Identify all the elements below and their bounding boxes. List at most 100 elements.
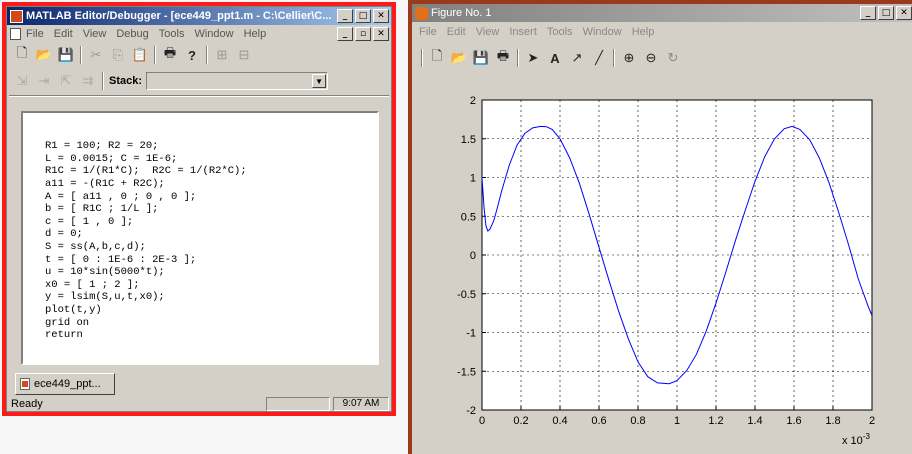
code-line: R1C = 1/(R1*C); R2C = 1/(R2*C); (45, 165, 247, 178)
doc-close-button[interactable]: ✕ (373, 27, 389, 41)
save-icon[interactable]: 💾 (57, 47, 75, 62)
help-icon[interactable]: ? (188, 47, 196, 63)
toolbar-separator (613, 49, 615, 67)
menu-debug[interactable]: Debug (116, 28, 149, 40)
set-breakpoint-icon[interactable]: ⊞ (216, 47, 228, 62)
document-tab[interactable]: ece449_ppt... (15, 373, 115, 395)
code-line: c = [ 1 , 0 ]; (45, 215, 134, 228)
insert-text-icon[interactable]: A (550, 50, 560, 66)
document-icon (10, 28, 21, 40)
code-line: plot(t,y) (45, 303, 102, 316)
menu-tools[interactable]: Tools (158, 28, 185, 40)
status-clock: 9:07 AM (333, 397, 389, 411)
menu-window[interactable]: Window (582, 26, 622, 38)
step-out-icon[interactable]: ⇱ (60, 73, 72, 88)
close-button[interactable]: ✕ (373, 9, 389, 23)
open-folder-icon[interactable]: 📂 (450, 50, 468, 65)
plot-axes-box (481, 99, 873, 411)
zoom-out-icon[interactable]: ⊖ (645, 50, 657, 65)
y-tick-label: -0.5 (457, 289, 476, 301)
x-tick-label: 0.4 (552, 415, 567, 427)
code-line: A = [ a11 , 0 ; 0 , 0 ]; (45, 190, 197, 203)
menu-help[interactable]: Help (631, 26, 655, 38)
editor-titlebar[interactable]: MATLAB Editor/Debugger - [ece449_ppt1.m … (7, 7, 391, 25)
menu-window[interactable]: Window (194, 28, 234, 40)
open-folder-icon[interactable]: 📂 (35, 47, 53, 62)
y-tick-label: 1 (470, 173, 476, 185)
editor-title: MATLAB Editor/Debugger - [ece449_ppt1.m … (26, 10, 332, 22)
stack-dropdown[interactable]: ▼ (146, 72, 329, 90)
code-line: b = [ R1C ; 1/L ]; (45, 203, 159, 216)
menu-edit[interactable]: Edit (53, 28, 73, 40)
x-tick-label: 1.8 (825, 415, 840, 427)
step-icon[interactable]: ⇥ (38, 73, 50, 88)
figure-title: Figure No. 1 (431, 7, 492, 19)
toolbar-grip (421, 49, 423, 67)
copy-icon[interactable]: ⎘ (112, 47, 124, 62)
x-tick-label: 1 (674, 415, 680, 427)
toolbar-separator (80, 46, 82, 64)
exponent-label: x 10-3 (842, 432, 870, 447)
x-tick-label: 1.6 (786, 415, 801, 427)
new-figure-icon[interactable]: 🗋 (431, 48, 443, 63)
x-tick-label: 0.2 (513, 415, 528, 427)
code-line: u = 10*sin(5000*t); (45, 266, 165, 279)
clear-breakpoints-icon[interactable]: ⊟ (238, 47, 250, 62)
menu-help[interactable]: Help (243, 28, 267, 40)
document-tab-label: ece449_ppt... (34, 378, 101, 390)
minimize-button[interactable]: _ (337, 9, 353, 23)
y-tick-label: 0 (470, 250, 476, 262)
step-in-icon[interactable]: ⇲ (16, 73, 28, 88)
code-line: t = [ 0 : 1E-6 : 2E-3 ]; (45, 253, 197, 266)
toolbar-separator (517, 49, 519, 67)
code-line: d = 0; (45, 228, 83, 241)
menu-file[interactable]: File (26, 28, 44, 40)
figure-titlebar[interactable]: Figure No. 1 _ □ ✕ (412, 4, 912, 22)
code-line: y = lsim(S,u,t,x0); (45, 291, 165, 304)
print-icon[interactable]: 🖶 (163, 45, 177, 60)
m-file-icon (20, 378, 30, 390)
status-text: Ready (11, 398, 43, 410)
x-tick-label: 2 (869, 415, 875, 427)
y-tick-label: 0.5 (461, 211, 476, 223)
plot-canvas[interactable]: 0 0.2 0.4 0.6 0.8 1 1.2 1.4 1.6 1.8 2 2 1.5 1 0.5 0 -0.5… (412, 72, 912, 452)
maximize-button[interactable]: □ (355, 9, 371, 23)
dropdown-arrow-icon[interactable]: ▼ (312, 74, 327, 88)
cut-icon[interactable]: ✂ (90, 47, 102, 62)
menu-file[interactable]: File (419, 26, 437, 38)
status-bar: Ready 9:07 AM (9, 396, 389, 412)
doc-minimize-button[interactable]: _ (337, 27, 353, 41)
save-icon[interactable]: 💾 (472, 50, 490, 65)
rotate-icon[interactable]: ↻ (667, 50, 679, 65)
insert-arrow-icon[interactable]: ↗ (571, 50, 583, 65)
code-line: a11 = -(R1C + R2C); (45, 177, 165, 190)
minimize-button[interactable]: _ (860, 6, 876, 20)
close-button[interactable]: ✕ (896, 6, 912, 20)
toolbar-divider (9, 95, 389, 97)
x-tick-label: 0 (479, 415, 485, 427)
x-tick-label: 0.8 (630, 415, 645, 427)
print-icon[interactable]: 🖶 (496, 48, 510, 63)
editor-toolbar: 🗋 📂 💾 ✂ ⎘ 📋 🖶 ? ⊞ ⊟ (7, 43, 391, 67)
menu-edit[interactable]: Edit (446, 26, 466, 38)
continue-icon[interactable]: ⇉ (82, 73, 94, 88)
paste-icon[interactable]: 📋 (131, 47, 149, 62)
editor-menubar: File Edit View Debug Tools Window Help _… (7, 26, 391, 42)
insert-line-icon[interactable]: ╱ (595, 50, 603, 65)
maximize-button[interactable]: □ (878, 6, 894, 20)
figure-menubar: File Edit View Insert Tools Window Help (412, 24, 912, 40)
code-line: return (45, 329, 83, 342)
zoom-in-icon[interactable]: ⊕ (623, 50, 635, 65)
pointer-icon[interactable]: ➤ (527, 50, 539, 65)
menu-insert[interactable]: Insert (509, 26, 537, 38)
code-editor[interactable]: R1 = 100; R2 = 20; L = 0.0015; C = 1E-6; R… (21, 111, 379, 365)
code-line: S = ss(A,b,c,d); (45, 240, 146, 253)
menu-view[interactable]: View (475, 26, 500, 38)
toolbar-separator (154, 46, 156, 64)
status-panel (266, 397, 330, 411)
doc-restore-button[interactable]: ▫ (355, 27, 371, 41)
figure-toolbar: 🗋 📂 💾 🖶 ➤ A ↗ ╱ ⊕ ⊖ ↻ (412, 46, 912, 70)
menu-tools[interactable]: Tools (546, 26, 573, 38)
menu-view[interactable]: View (82, 28, 107, 40)
new-file-icon[interactable]: 🗋 (16, 45, 28, 60)
